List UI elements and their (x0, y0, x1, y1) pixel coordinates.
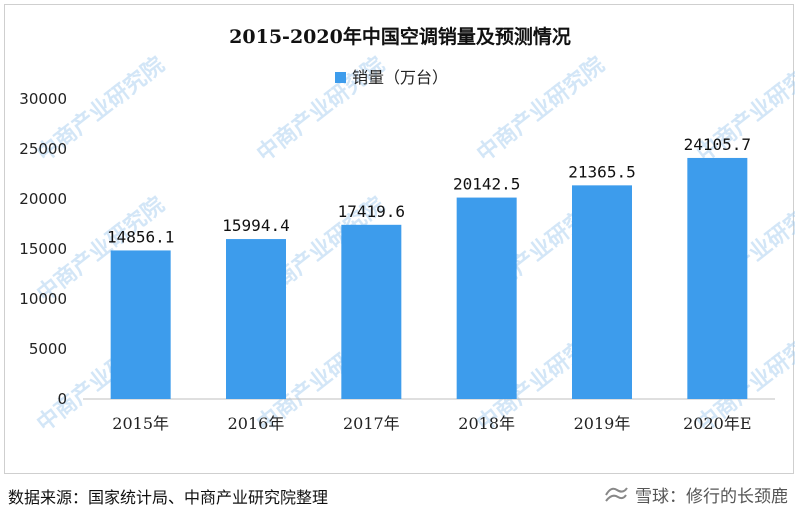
y-tick-label: 0 (57, 390, 67, 408)
x-tick-label: 2019年 (574, 414, 631, 433)
chart-frame: 中商产业研究院 中商产业研究院 中商产业研究院 中商产业研究院 中商产业研究院 中商产业研… (4, 4, 795, 474)
bar (110, 250, 171, 399)
bar (226, 239, 286, 399)
footer: 数据来源：国家统计局、中商产业研究院整理 雪球：修行的长颈鹿 (0, 476, 800, 513)
bars (110, 157, 748, 399)
bar (572, 185, 632, 399)
y-tick-label: 20000 (19, 190, 67, 208)
data-label: 24105.7 (684, 135, 751, 154)
source-note: 数据来源：国家统计局、中商产业研究院整理 (8, 488, 329, 507)
y-axis: 0 5000 10000 15000 20000 25000 30000 (19, 90, 67, 408)
y-tick-label: 15000 (19, 240, 67, 258)
legend-label: 销量（万台） (352, 68, 448, 87)
xueqiu-watermark: 雪球：修行的长颈鹿 (603, 482, 788, 507)
y-tick-label: 30000 (19, 90, 67, 108)
data-labels: 14856.1 15994.4 17419.6 20142.5 21365.5 24105… (107, 135, 751, 246)
bar (341, 224, 402, 399)
x-tick-label: 2020年E (683, 414, 751, 433)
data-label: 17419.6 (338, 202, 405, 221)
y-tick-label: 25000 (19, 140, 67, 158)
data-label: 20142.5 (453, 175, 520, 194)
x-tick-label: 2017年 (343, 414, 400, 433)
x-axis: 2015年 2016年 2017年 2018年 2019年 2020年E (112, 414, 751, 433)
xueqiu-logo-icon (605, 486, 628, 502)
x-tick-label: 2015年 (112, 414, 169, 433)
data-label: 14856.1 (107, 227, 174, 246)
bar-chart: 中商产业研究院中商产业研究院中商产业研究院中商产业研究院中商产业研究院中商产业研… (19, 25, 795, 437)
legend-swatch (335, 72, 346, 83)
xueqiu-brand-text: 雪球：修行的长颈鹿 (635, 487, 788, 507)
x-tick-label: 2016年 (228, 414, 285, 433)
data-label: 21365.5 (568, 162, 635, 181)
x-tick-label: 2018年 (458, 414, 515, 433)
y-tick-label: 5000 (29, 340, 67, 358)
watermark-text: 中商产业研究院 (472, 52, 609, 167)
bar (456, 197, 517, 399)
bar (687, 157, 748, 399)
y-tick-label: 10000 (19, 290, 67, 308)
data-label: 15994.4 (222, 216, 289, 235)
chart-title: 2015-2020年中国空调销量及预测情况 (229, 25, 571, 48)
